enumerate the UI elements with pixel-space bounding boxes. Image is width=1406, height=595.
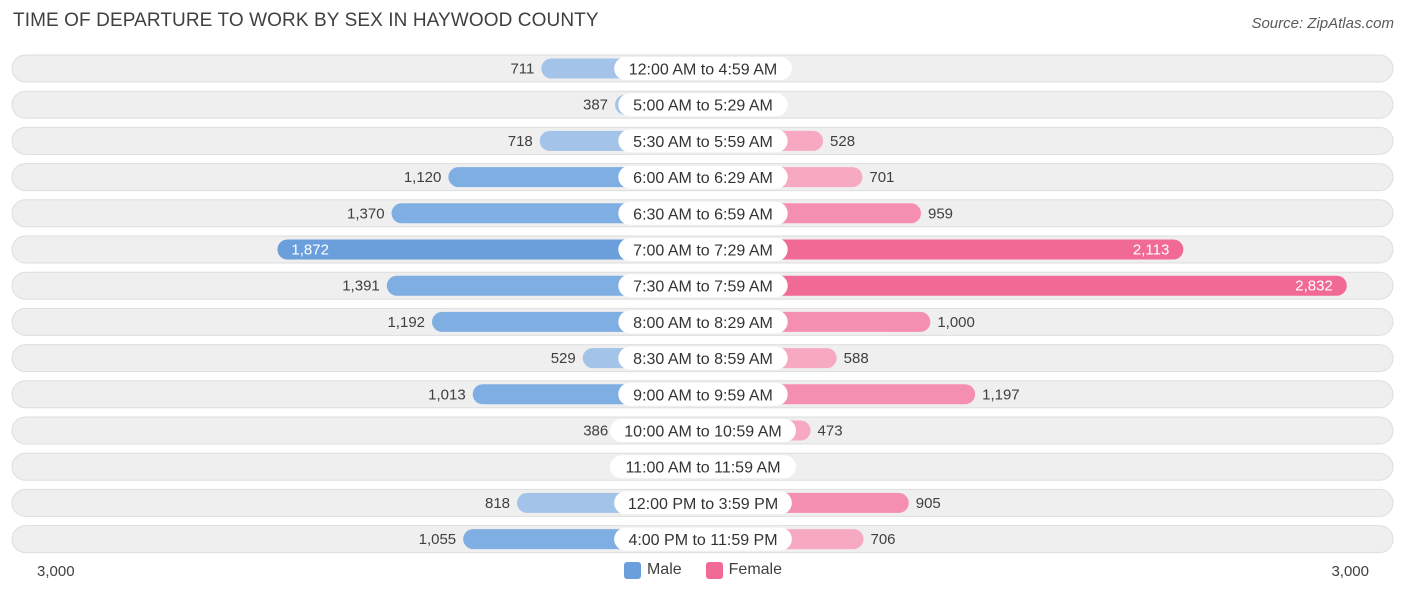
- male-value-label: 711: [510, 61, 534, 78]
- category-label: 6:00 AM to 6:29 AM: [633, 170, 773, 187]
- category-label: 4:00 PM to 11:59 PM: [628, 532, 777, 549]
- male-value-label: 1,370: [347, 205, 385, 222]
- female-value-label: 1,197: [982, 386, 1020, 403]
- legend-swatch-female: [705, 561, 723, 579]
- category-label-pill: [618, 346, 788, 370]
- category-label: 9:00 AM to 9:59 AM: [633, 387, 773, 404]
- category-label: 7:30 AM to 7:59 AM: [633, 279, 773, 296]
- male-value-label: 1,872: [291, 242, 329, 259]
- female-value-label: 701: [869, 169, 894, 186]
- legend-label-female: Female: [728, 561, 783, 578]
- category-label: 5:30 AM to 5:59 AM: [633, 134, 773, 151]
- female-value-label: 706: [870, 531, 895, 548]
- category-label: 12:00 PM to 3:59 PM: [628, 496, 778, 513]
- category-label: 10:00 AM to 10:59 AM: [624, 424, 781, 441]
- female-value-label: 959: [928, 205, 953, 222]
- female-value-label: 473: [818, 423, 843, 440]
- category-label: 8:30 AM to 8:59 AM: [633, 351, 773, 368]
- female-value-label: 2,832: [1295, 278, 1333, 295]
- category-label-pill: [618, 201, 788, 225]
- female-value-label: 905: [916, 495, 941, 512]
- male-value-label: 1,055: [419, 531, 457, 548]
- category-label-pill: [618, 274, 788, 298]
- legend-item-female[interactable]: Female: [705, 561, 783, 579]
- female-value-label: 2,113: [1133, 242, 1169, 259]
- legend-label-male: Male: [646, 561, 682, 578]
- category-label-pill: [618, 165, 788, 189]
- category-label-pill: [614, 491, 792, 515]
- male-bar: [277, 239, 713, 260]
- female-value-label: 528: [830, 133, 855, 150]
- category-label-pill: [618, 310, 788, 334]
- chart-source: Source: ZipAtlas.com: [1251, 15, 1394, 32]
- category-label-pill: [614, 527, 792, 551]
- axis-right-label: 3,000: [1331, 563, 1369, 580]
- male-value-label: 387: [583, 97, 608, 114]
- male-value-label: 1,013: [428, 386, 466, 403]
- category-label-pill: [618, 129, 788, 153]
- category-label: 7:00 AM to 7:29 AM: [633, 243, 773, 260]
- female-bar: [693, 275, 1347, 296]
- female-value-label: 1,000: [937, 314, 975, 331]
- legend-item-male[interactable]: Male: [623, 561, 682, 579]
- category-label: 5:00 AM to 5:29 AM: [633, 98, 773, 115]
- male-value-label: 386: [583, 423, 608, 440]
- category-label: 6:30 AM to 6:59 AM: [633, 206, 773, 223]
- male-value-label: 1,192: [387, 314, 425, 331]
- male-value-label: 1,120: [404, 169, 442, 186]
- male-value-label: 718: [508, 133, 533, 150]
- legend: Male Female: [0, 561, 1406, 579]
- category-label-pill: [618, 382, 788, 406]
- chart-title: TIME OF DEPARTURE TO WORK BY SEX IN HAYW…: [13, 10, 599, 31]
- category-label: 11:00 AM to 11:59 AM: [625, 460, 780, 477]
- category-label-pill: [610, 419, 796, 442]
- axis-left-label: 3,000: [37, 563, 75, 580]
- category-label: 12:00 AM to 4:59 AM: [629, 62, 778, 79]
- female-value-label: 588: [844, 350, 869, 367]
- legend-swatch-male: [623, 561, 641, 579]
- category-label-pill: [614, 57, 792, 80]
- female-bar: [693, 239, 1184, 260]
- male-value-label: 1,391: [342, 278, 380, 295]
- category-label-pill: [610, 455, 796, 479]
- category-label: 8:00 AM to 8:29 AM: [633, 315, 773, 332]
- category-label-pill: [618, 238, 788, 261]
- category-label-pill: [618, 93, 788, 117]
- male-value-label: 529: [551, 350, 576, 367]
- male-value-label: 818: [485, 495, 510, 512]
